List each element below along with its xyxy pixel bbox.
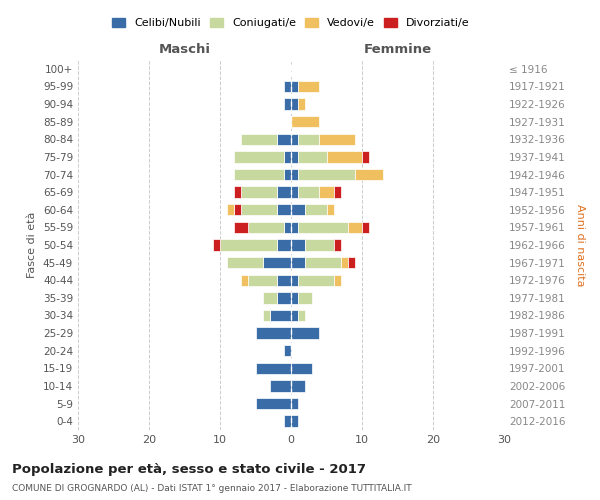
Bar [291, 169, 298, 180]
Bar [227, 257, 263, 268]
Bar [348, 222, 362, 233]
Bar [298, 274, 334, 286]
Bar [298, 80, 319, 92]
Bar [291, 80, 298, 92]
Bar [326, 151, 362, 162]
Bar [334, 186, 341, 198]
Text: COMUNE DI GROGNARDO (AL) - Dati ISTAT 1° gennaio 2017 - Elaborazione TUTTITALIA.: COMUNE DI GROGNARDO (AL) - Dati ISTAT 1°… [12, 484, 412, 493]
Bar [298, 292, 313, 304]
Bar [277, 240, 291, 250]
Bar [305, 204, 326, 216]
Bar [305, 257, 341, 268]
Bar [213, 240, 220, 250]
Bar [277, 292, 291, 304]
Y-axis label: Fasce di età: Fasce di età [28, 212, 37, 278]
Bar [277, 186, 291, 198]
Bar [248, 274, 277, 286]
Bar [234, 151, 284, 162]
Bar [326, 204, 334, 216]
Bar [319, 134, 355, 145]
Bar [362, 151, 369, 162]
Text: Femmine: Femmine [364, 44, 431, 57]
Bar [319, 186, 334, 198]
Bar [291, 274, 298, 286]
Bar [341, 257, 348, 268]
Bar [348, 257, 355, 268]
Bar [291, 240, 305, 250]
Y-axis label: Anni di nascita: Anni di nascita [575, 204, 585, 286]
Bar [291, 134, 298, 145]
Bar [291, 416, 298, 427]
Bar [263, 310, 270, 321]
Bar [284, 151, 291, 162]
Bar [270, 310, 291, 321]
Bar [298, 222, 348, 233]
Bar [291, 257, 305, 268]
Bar [234, 169, 284, 180]
Bar [284, 169, 291, 180]
Bar [291, 151, 298, 162]
Text: Popolazione per età, sesso e stato civile - 2017: Popolazione per età, sesso e stato civil… [12, 462, 366, 475]
Bar [334, 274, 341, 286]
Bar [298, 169, 355, 180]
Bar [234, 204, 241, 216]
Bar [298, 186, 319, 198]
Bar [256, 362, 291, 374]
Bar [227, 204, 234, 216]
Bar [298, 134, 319, 145]
Bar [263, 257, 291, 268]
Bar [284, 416, 291, 427]
Bar [277, 134, 291, 145]
Bar [220, 240, 277, 250]
Bar [291, 292, 298, 304]
Bar [291, 328, 319, 339]
Bar [234, 186, 241, 198]
Bar [291, 98, 298, 110]
Bar [284, 80, 291, 92]
Bar [284, 222, 291, 233]
Bar [284, 345, 291, 356]
Bar [248, 222, 284, 233]
Bar [263, 292, 277, 304]
Bar [291, 204, 305, 216]
Bar [298, 151, 326, 162]
Bar [256, 398, 291, 409]
Legend: Celibi/Nubili, Coniugati/e, Vedovi/e, Divorziati/e: Celibi/Nubili, Coniugati/e, Vedovi/e, Di… [108, 14, 474, 33]
Bar [298, 98, 305, 110]
Bar [241, 274, 248, 286]
Bar [291, 186, 298, 198]
Bar [305, 240, 334, 250]
Bar [241, 186, 277, 198]
Bar [270, 380, 291, 392]
Bar [234, 222, 248, 233]
Bar [277, 274, 291, 286]
Bar [291, 222, 298, 233]
Bar [241, 134, 277, 145]
Bar [291, 398, 298, 409]
Bar [334, 240, 341, 250]
Bar [291, 116, 319, 128]
Bar [277, 204, 291, 216]
Bar [256, 328, 291, 339]
Bar [291, 310, 298, 321]
Bar [298, 310, 305, 321]
Bar [291, 362, 313, 374]
Bar [362, 222, 369, 233]
Bar [291, 380, 305, 392]
Bar [284, 98, 291, 110]
Bar [355, 169, 383, 180]
Text: Maschi: Maschi [158, 44, 211, 57]
Bar [241, 204, 277, 216]
